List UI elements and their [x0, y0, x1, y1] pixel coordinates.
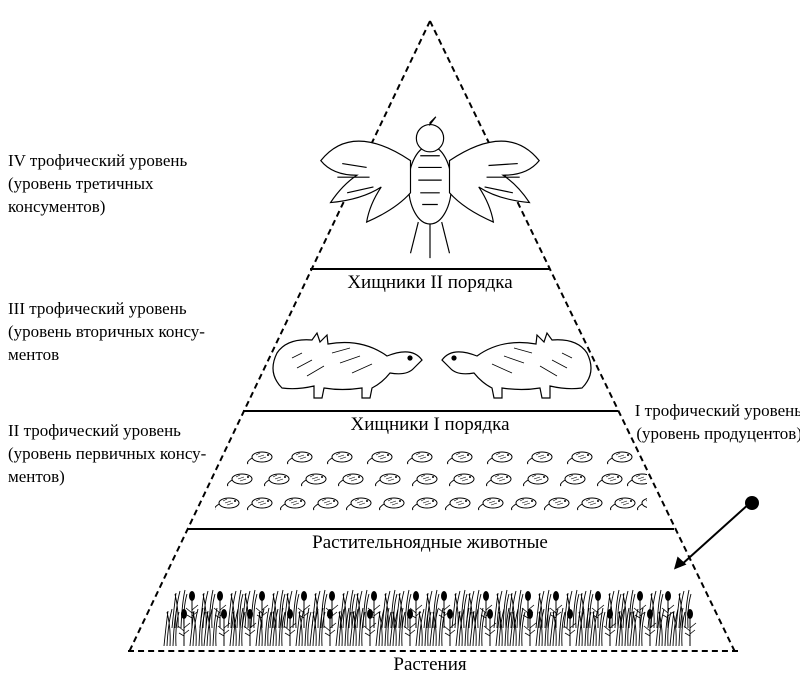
group-label-predators-1: Хищники I порядка	[280, 414, 580, 436]
axis-label-level-3: III трофический уровень (уровень вторичн…	[8, 298, 208, 367]
organism-zone-plants	[160, 558, 705, 648]
pyramid-base-edge	[128, 650, 738, 652]
trophic-pyramid-diagram: Хищники II порядка Хищники I порядка Рас…	[0, 0, 800, 698]
rodents-icon	[215, 442, 647, 524]
separator-level-2-1	[187, 528, 674, 530]
separator-level-3-2	[243, 410, 618, 412]
plants-icon	[160, 558, 705, 648]
axis-label-level-1: I трофический уровень (уро­вень проду­це…	[612, 400, 800, 446]
axis-label-level-4: IV трофический уровень (уровень тре­тичн…	[8, 150, 208, 219]
axis-label-level-2: II трофический уровень (уро­вень первич­…	[8, 420, 208, 489]
foxes-icon	[262, 298, 602, 406]
organism-zone-foxes	[262, 298, 602, 406]
organism-zone-eagle	[310, 68, 550, 263]
callout-line	[679, 502, 751, 567]
separator-level-4-3	[310, 268, 549, 270]
group-label-herbivores: Растительноядные животные	[280, 532, 580, 554]
eagle-icon	[310, 68, 550, 263]
group-label-predators-2: Хищники II порядка	[280, 272, 580, 294]
group-label-plants: Растения	[280, 654, 580, 676]
organism-zone-rodents	[215, 442, 647, 524]
